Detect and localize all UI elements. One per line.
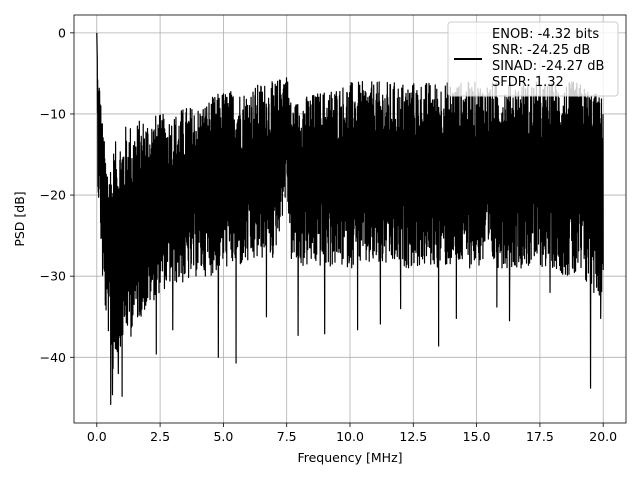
legend: ENOB: -4.32 bits SNR: -24.25 dB SINAD: -… [447,21,619,97]
y-tick-label: 0 [58,25,66,40]
x-tick-label: 5.0 [213,429,233,444]
y-axis-label: PSD [dB] [12,191,27,246]
psd-series [96,32,604,405]
x-tick-label: 20.0 [589,429,617,444]
x-axis-ticks: 0.0 2.5 5.0 7.5 10.0 12.5 15.0 17.5 20.0 [87,423,617,444]
x-tick-label: 10.0 [336,429,364,444]
x-tick-label: 0.0 [87,429,107,444]
y-tick-label: −10 [40,106,66,121]
y-axis-ticks: 0 −10 −20 −30 −40 [40,25,74,365]
legend-entry-sfdr: SFDR: 1.32 [492,75,564,90]
y-tick-label: −30 [40,269,66,284]
psd-line [96,32,604,405]
x-tick-label: 2.5 [150,429,170,444]
x-tick-label: 12.5 [399,429,427,444]
legend-entry-snr: SNR: -24.25 dB [492,43,590,58]
y-tick-label: −20 [40,188,66,203]
x-axis-label: Frequency [MHz] [297,450,402,465]
legend-entry-enob: ENOB: -4.32 bits [492,27,599,42]
x-tick-label: 17.5 [526,429,554,444]
x-tick-label: 15.0 [463,429,491,444]
x-tick-label: 7.5 [277,429,297,444]
legend-box [447,21,619,97]
y-tick-label: −40 [40,350,66,365]
legend-entry-sinad: SINAD: -24.27 dB [492,59,604,74]
